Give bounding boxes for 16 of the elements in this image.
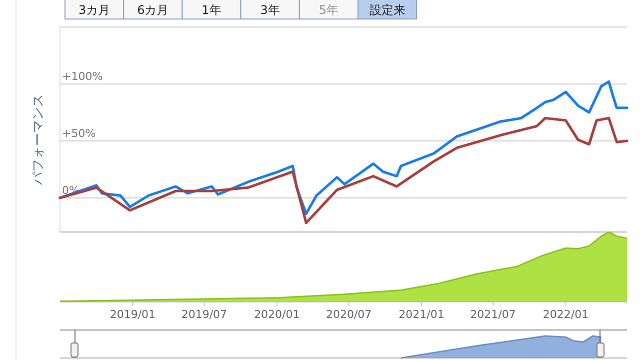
x-tick-label: 2022/01 — [542, 308, 589, 321]
x-tick-label: 2021/01 — [398, 308, 444, 321]
y-tick-label: +50% — [62, 126, 96, 140]
x-tick-label: 2021/07 — [470, 308, 516, 321]
x-tick-label: 2020/07 — [326, 308, 372, 321]
text: 1年 — [202, 3, 222, 17]
x-tick-label: 2019/01 — [110, 308, 156, 321]
x-tick-label: 2020/01 — [254, 308, 300, 321]
text: 5年 — [318, 3, 339, 17]
text: 3カ月 — [78, 3, 110, 17]
text: 3年 — [260, 3, 280, 17]
text: 設定来 — [369, 3, 406, 17]
text: 6カ月 — [137, 3, 169, 17]
x-tick-label: 2019/07 — [181, 308, 228, 321]
y-tick-label: +100% — [62, 70, 103, 83]
y-axis-title: パフォーマンス — [31, 94, 46, 186]
